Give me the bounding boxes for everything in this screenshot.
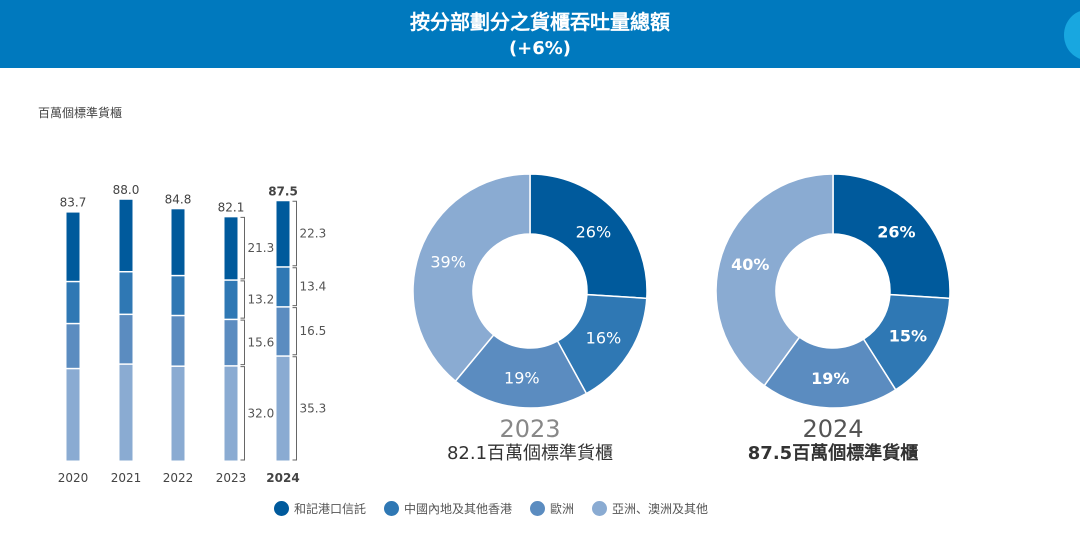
donut-slice (715, 173, 834, 387)
segment-value-label: 35.3 (300, 401, 327, 415)
donut-slice (763, 336, 897, 409)
bracket (240, 280, 245, 319)
unit-label: 百萬個標準貨櫃 (38, 106, 123, 120)
legend-swatch (592, 501, 608, 516)
legend-label: 和記港口信託 (294, 502, 367, 516)
bar-total-label: 88.0 (113, 183, 140, 197)
donut-slice (529, 173, 648, 300)
segment-value-label: 16.5 (300, 324, 327, 338)
bar-segment (276, 267, 290, 307)
slice-label: 26% (877, 222, 915, 241)
segment-value-label: 13.2 (248, 292, 275, 306)
legend-item: 亞洲、澳洲及其他 (592, 500, 708, 517)
legend-swatch (384, 501, 400, 516)
legend-item: 中國內地及其他香港 (384, 500, 512, 517)
bar-segment (171, 276, 185, 315)
slice-label: 26% (576, 222, 612, 241)
bar-segment (171, 366, 185, 461)
segment-value-label: 22.3 (300, 226, 327, 240)
bar-total-label: 84.8 (165, 192, 192, 206)
slice-label: 19% (504, 369, 540, 388)
bracket (292, 200, 297, 267)
bracket (240, 366, 245, 461)
bracket (240, 319, 245, 366)
bar-segment (224, 217, 238, 280)
bar-segment (171, 209, 185, 275)
header-banner: 按分部劃分之貨櫃吞吐量總額 (+6%) (0, 0, 1080, 68)
chart-title: 按分部劃分之貨櫃吞吐量總額 (410, 10, 670, 34)
slice-label: 39% (430, 253, 466, 272)
bar-segment (66, 212, 80, 281)
chart-subtitle: (+6%) (508, 38, 572, 59)
bar-total-label: 83.7 (60, 196, 87, 210)
bar-segment (276, 356, 290, 461)
x-tick-label: 2020 (58, 471, 89, 485)
bar-total-label: 82.1 (218, 200, 245, 214)
bar-segment (66, 324, 80, 368)
bar-segment (66, 369, 80, 461)
segment-value-label: 32.0 (248, 406, 275, 420)
bar-segment (119, 364, 133, 461)
bar-segment (119, 199, 133, 271)
segment-value-label: 13.4 (300, 280, 327, 294)
legend-label: 中國內地及其他香港 (404, 502, 513, 516)
bar-total-label: 87.5 (268, 184, 298, 198)
legend-item: 和記港口信託 (274, 500, 366, 517)
donut-slice (412, 173, 531, 383)
bar-segment (224, 366, 238, 461)
bracket (292, 267, 297, 307)
bar-segment (171, 316, 185, 366)
bar-segment (276, 307, 290, 356)
segment-value-label: 15.6 (248, 335, 275, 349)
x-tick-label: 2023 (216, 471, 247, 485)
x-tick-label: 2024 (266, 471, 299, 485)
bracket (240, 216, 245, 280)
bar-segment (66, 282, 80, 323)
slice-label: 15% (889, 326, 927, 345)
donut-caption: 87.5百萬個標準貨櫃 (748, 442, 918, 464)
bar-segment (224, 280, 238, 319)
slice-label: 16% (586, 329, 622, 348)
legend-item: 歐洲 (530, 500, 574, 517)
bar-segment (119, 315, 133, 364)
legend-label: 歐洲 (550, 502, 575, 516)
donut-slice (454, 333, 588, 409)
x-tick-label: 2022 (163, 471, 194, 485)
bar-segment (224, 320, 238, 366)
legend-label: 亞洲、澳洲及其他 (612, 502, 709, 516)
bracket (292, 356, 297, 461)
segment-value-label: 21.3 (248, 241, 275, 255)
decorative-shape (1064, 10, 1080, 60)
slice-label: 19% (811, 369, 849, 388)
donut-caption: 82.1百萬個標準貨櫃 (447, 443, 613, 464)
donut-slice (832, 173, 951, 300)
slice-label: 40% (731, 255, 769, 274)
legend-swatch (274, 501, 289, 516)
bar-segment (119, 272, 133, 314)
x-tick-label: 2021 (111, 471, 142, 485)
donut-year-label: 2023 (499, 415, 560, 443)
legend: 和記港口信託 中國內地及其他香港 歐洲 亞洲、澳洲及其他 (274, 500, 708, 517)
donut-year-label: 2024 (802, 415, 863, 443)
bar-segment (276, 201, 290, 267)
legend-swatch (530, 501, 546, 516)
bracket (292, 307, 297, 356)
